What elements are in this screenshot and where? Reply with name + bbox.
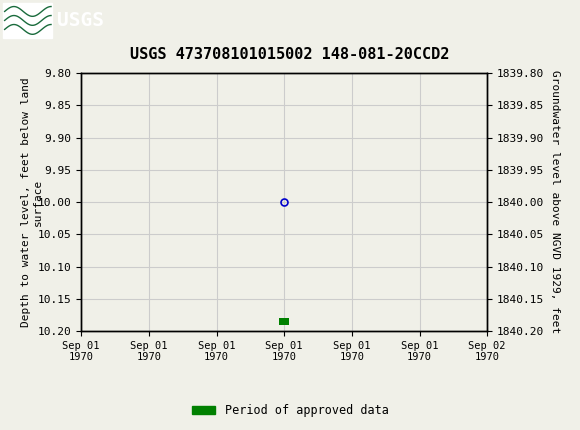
Text: USGS: USGS	[57, 11, 104, 30]
Legend: Period of approved data: Period of approved data	[187, 399, 393, 422]
Y-axis label: Depth to water level, feet below land
surface: Depth to water level, feet below land su…	[21, 77, 43, 327]
FancyBboxPatch shape	[3, 3, 52, 37]
Y-axis label: Groundwater level above NGVD 1929, feet: Groundwater level above NGVD 1929, feet	[550, 71, 560, 334]
Text: USGS 473708101015002 148-081-20CCD2: USGS 473708101015002 148-081-20CCD2	[130, 47, 450, 62]
Bar	[279, 318, 289, 325]
